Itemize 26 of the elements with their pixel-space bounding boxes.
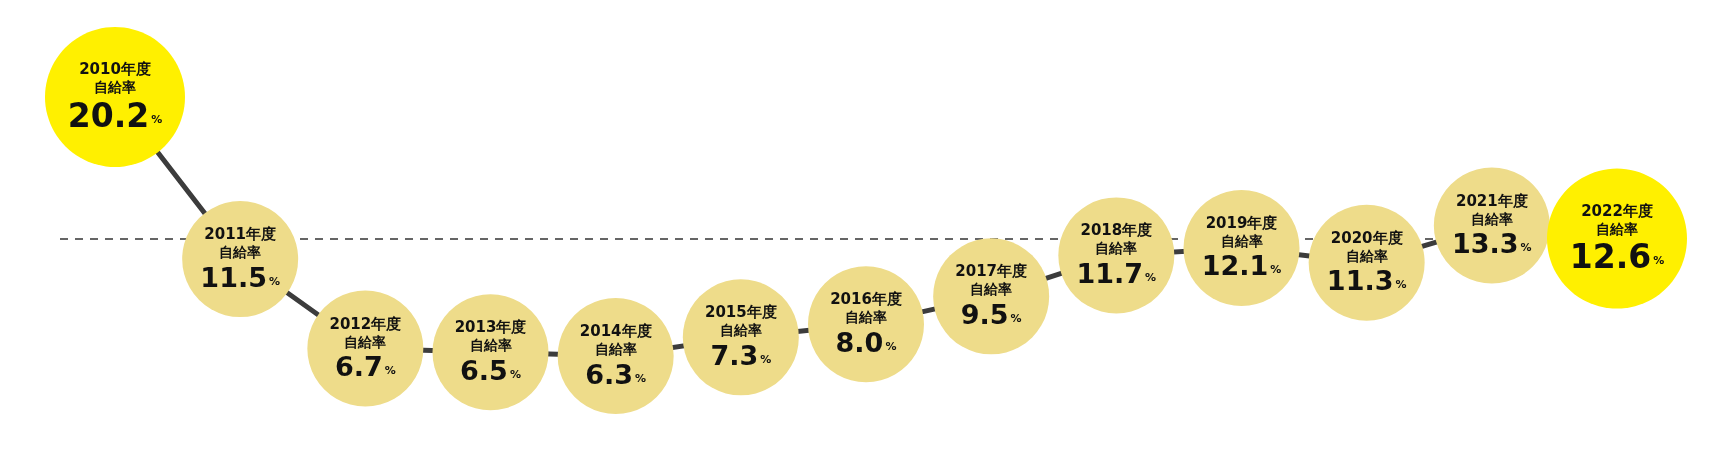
x-tick-label: 2021年度	[1455, 191, 1528, 210]
data-label: 自給率 6.7%	[334, 333, 396, 383]
data-label: 自給率 9.5%	[960, 281, 1022, 330]
data-label: 自給率 11.5%	[200, 244, 280, 293]
x-tick-label: 2022年度	[1581, 201, 1653, 220]
x-tick-label: 2020年度	[1330, 228, 1403, 247]
data-label: 自給率 11.3%	[1326, 247, 1407, 297]
x-tick-label: 2018年度	[1080, 221, 1153, 240]
data-label: 自給率 7.3%	[710, 322, 772, 371]
data-label: 自給率 13.3%	[1452, 210, 1532, 260]
x-tick-label: 2011年度	[204, 225, 277, 244]
x-tick-label: 2019年度	[1205, 213, 1278, 232]
data-label: 自給率 20.2%	[67, 79, 163, 135]
data-label: 自給率 11.7%	[1076, 240, 1157, 289]
data-label: 自給率 6.5%	[460, 337, 521, 386]
data-label: 自給率 6.3%	[585, 341, 647, 390]
x-tick-label: 2016年度	[830, 290, 902, 309]
x-tick-label: 2013年度	[454, 318, 527, 337]
data-label: 自給率 12.6%	[1569, 220, 1665, 277]
x-tick-label: 2017年度	[955, 262, 1028, 281]
x-tick-label: 2014年度	[579, 322, 652, 340]
x-tick-label: 2010年度	[79, 60, 151, 78]
x-tick-label: 2012年度	[329, 314, 402, 333]
x-tick-label: 2015年度	[704, 303, 777, 322]
data-label: 自給率 8.0%	[835, 309, 897, 358]
data-label: 自給率 12.1%	[1201, 232, 1282, 282]
